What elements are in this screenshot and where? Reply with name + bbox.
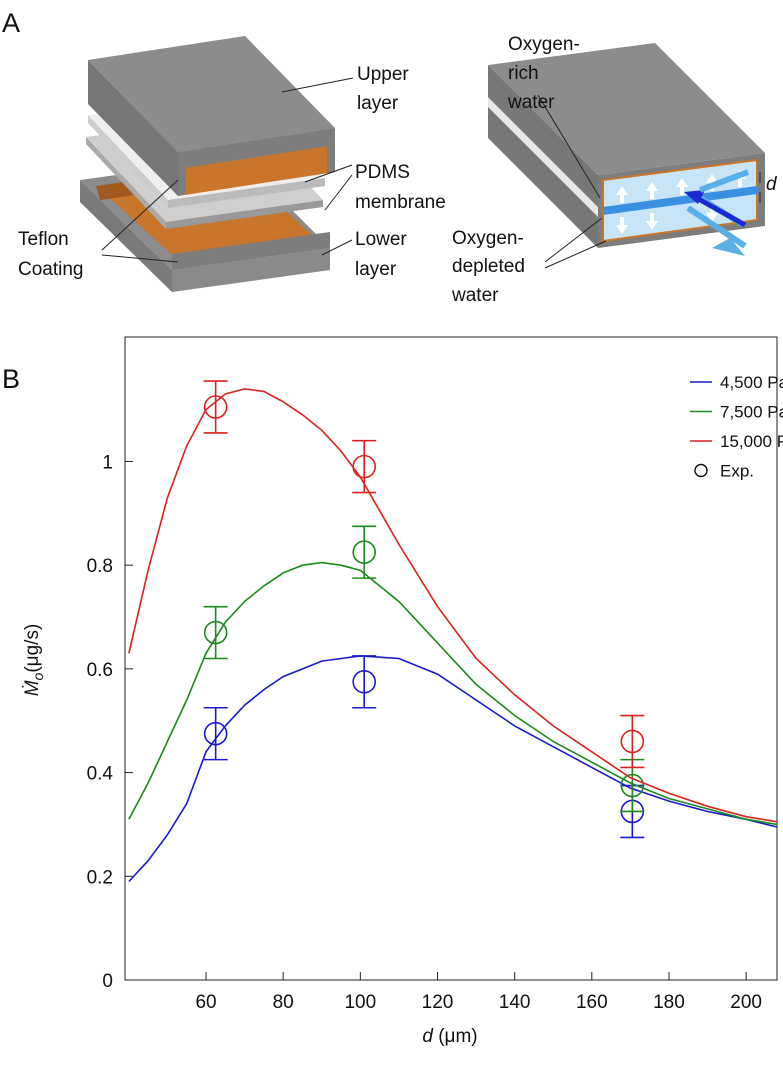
label-pdms: PDMS bbox=[355, 162, 410, 183]
x-tick-label: 100 bbox=[344, 992, 376, 1013]
y-tick-label: 0.8 bbox=[87, 556, 113, 577]
x-tick-label: 120 bbox=[422, 992, 454, 1013]
label-teflon: Teflon bbox=[18, 229, 69, 250]
y-tick-label: 0.6 bbox=[87, 660, 113, 681]
exp-point bbox=[352, 670, 376, 694]
legend-label: 7,500 Pa bbox=[720, 403, 783, 422]
upper-top-face bbox=[88, 36, 335, 152]
flow-arrow-out-head bbox=[712, 238, 745, 256]
legend-label: 15,000 Pa bbox=[720, 432, 783, 451]
leader-line bbox=[544, 240, 607, 269]
panel-label: B bbox=[2, 364, 20, 394]
x-axis-unit: (μm) bbox=[438, 1026, 477, 1047]
x-axis-label: d (μm) bbox=[422, 1026, 477, 1047]
legend-label: 4,500 Pa bbox=[720, 373, 783, 392]
flow-arrow-top bbox=[698, 169, 750, 193]
y-axis-subscript: o bbox=[30, 672, 46, 680]
y-axis-symbol: Ṁ bbox=[22, 680, 43, 696]
leader-line bbox=[321, 239, 353, 256]
model-curve bbox=[128, 655, 778, 883]
leader-line bbox=[281, 77, 354, 93]
leader-line bbox=[101, 179, 179, 251]
error-bar bbox=[203, 706, 228, 761]
label-upper-layer: Upper bbox=[357, 64, 409, 85]
membrane-upper-edge bbox=[168, 178, 325, 208]
label-oxygen-depleted: depleted bbox=[452, 256, 525, 277]
label-oxygen-depleted: Oxygen- bbox=[452, 228, 524, 249]
x-tick-label: 140 bbox=[499, 992, 531, 1013]
device-assembled bbox=[488, 43, 765, 269]
error-bar bbox=[203, 380, 228, 434]
label-teflon: Coating bbox=[18, 259, 84, 280]
label-oxygen-rich: water bbox=[507, 92, 555, 113]
label-lower-layer: Lower bbox=[355, 229, 407, 250]
model-curve bbox=[128, 388, 778, 823]
leader-line bbox=[304, 164, 353, 183]
assembled-membrane-edge bbox=[488, 97, 598, 217]
y-tick-label: 0 bbox=[102, 971, 113, 992]
exp-point bbox=[352, 540, 376, 564]
flow-arrow-in bbox=[693, 194, 747, 228]
lower-front-wall bbox=[172, 232, 330, 270]
x-tick-label: 200 bbox=[730, 992, 762, 1013]
exp-point bbox=[203, 620, 228, 645]
label-oxygen-rich: Oxygen- bbox=[508, 34, 580, 55]
error-bar bbox=[352, 525, 377, 579]
lower-left-face bbox=[80, 180, 172, 292]
upper-left-face bbox=[88, 60, 178, 196]
lower-front-face bbox=[172, 248, 330, 292]
model-curve bbox=[128, 561, 778, 826]
exp-point bbox=[352, 454, 376, 479]
exp-point bbox=[620, 773, 645, 798]
plot: 60 80 100 120 140 160 180 200 0 0.2 0.4 0.6 0.8 1 4,50… bbox=[87, 373, 783, 1013]
membrane-lower-edge bbox=[166, 200, 323, 229]
device-exploded bbox=[80, 36, 354, 292]
legend-marker bbox=[694, 463, 708, 478]
y-tick-label: 1 bbox=[102, 452, 113, 473]
x-tick-label: 80 bbox=[273, 992, 294, 1013]
label-pdms: membrane bbox=[355, 192, 446, 213]
error-bar bbox=[352, 655, 377, 709]
leader-line bbox=[544, 217, 603, 263]
leader-line bbox=[324, 174, 353, 211]
y-tick-label: 0.4 bbox=[87, 764, 114, 785]
membrane-lower-side bbox=[86, 137, 166, 229]
legend-label: Exp. bbox=[720, 462, 754, 481]
y-axis-label: Ṁo(μg/s) bbox=[22, 624, 46, 697]
assembled-top-face bbox=[488, 43, 765, 175]
label-gap: d bbox=[766, 174, 778, 195]
exp-point bbox=[203, 395, 228, 419]
membrane-upper-side bbox=[88, 115, 168, 208]
x-tick-label: 180 bbox=[653, 992, 685, 1013]
x-axis-symbol: d bbox=[422, 1026, 434, 1047]
upper-front-wall-left bbox=[178, 168, 186, 196]
flow-arrow-in-head bbox=[684, 190, 705, 204]
label-lower-layer: layer bbox=[355, 259, 397, 280]
x-tick-label: 60 bbox=[195, 992, 216, 1013]
error-bar bbox=[203, 605, 228, 660]
exp-point bbox=[620, 729, 645, 754]
label-upper-layer: layer bbox=[357, 93, 399, 114]
label-oxygen-rich: rich bbox=[508, 63, 539, 84]
membrane-gap bbox=[603, 186, 757, 215]
plot-frame bbox=[124, 336, 778, 981]
leader-line bbox=[101, 254, 179, 263]
error-bar bbox=[620, 714, 645, 769]
exp-point bbox=[203, 721, 228, 746]
upper-front-face bbox=[178, 128, 335, 169]
label-oxygen-depleted: water bbox=[451, 285, 499, 306]
error-bar bbox=[352, 439, 377, 494]
leader-line bbox=[537, 94, 601, 199]
y-axis-unit: (μg/s) bbox=[22, 624, 43, 673]
flow-arrow-out bbox=[686, 205, 747, 249]
upper-front-wall-right bbox=[327, 145, 335, 173]
x-tick-label: 160 bbox=[576, 992, 608, 1013]
y-tick-label: 0.2 bbox=[87, 867, 113, 888]
panel-label: A bbox=[2, 8, 20, 38]
